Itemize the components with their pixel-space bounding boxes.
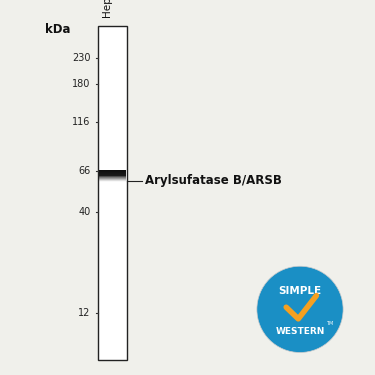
Text: Arylsufatase B/ARSB: Arylsufatase B/ARSB	[146, 174, 282, 188]
Text: 116: 116	[72, 117, 91, 127]
Bar	[98, 26, 126, 360]
Text: HepG2: HepG2	[102, 0, 112, 17]
Text: kDa: kDa	[45, 22, 71, 36]
Text: 12: 12	[78, 308, 91, 318]
Text: TM: TM	[326, 321, 333, 326]
Circle shape	[257, 266, 343, 352]
Text: SIMPLE: SIMPLE	[278, 286, 321, 296]
Text: 230: 230	[72, 53, 91, 63]
Text: 180: 180	[72, 80, 91, 89]
Text: 66: 66	[78, 166, 91, 176]
Text: 40: 40	[78, 207, 91, 217]
Text: WESTERN: WESTERN	[275, 327, 325, 336]
